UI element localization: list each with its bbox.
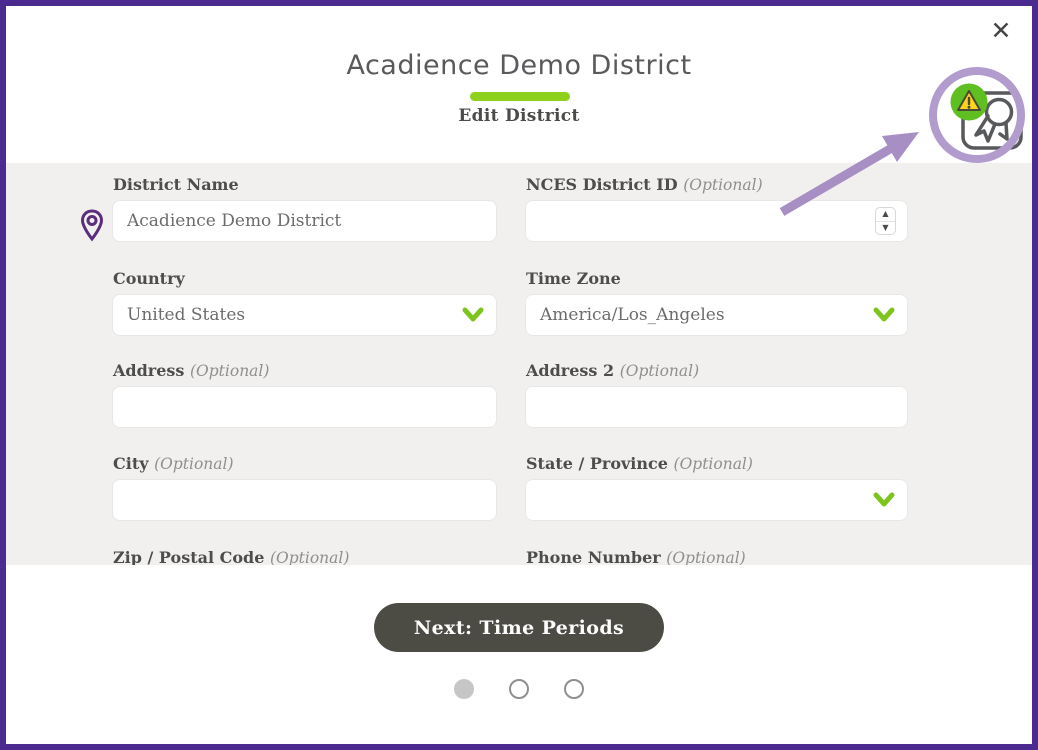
next-time-periods-button[interactable]: Next: Time Periods [374,603,664,652]
address-input[interactable] [113,387,496,427]
title-underline [470,92,570,101]
field-label: State / Province (Optional) [526,454,753,473]
modal-header: ✕ Acadience Demo District Edit District [6,6,1032,163]
select-value: United States [127,305,246,325]
step-pagination [6,678,1032,699]
field-label: District Name [113,175,239,194]
edit-district-form: District Name NCES District ID (Optional… [6,163,1032,565]
field-label: Address 2 (Optional) [526,361,700,380]
pagination-dot-3[interactable] [564,678,585,699]
field-district-name: District Name [113,175,496,241]
field-country: Country United States [113,269,496,335]
chevron-down-icon [873,305,895,325]
field-label: Address (Optional) [113,361,270,380]
select-value: America/Los_Angeles [540,305,725,325]
district-name-input[interactable] [113,201,496,241]
certificate-award-icon[interactable] [950,83,1024,153]
address2-input[interactable] [526,387,907,427]
modal-subtitle: Edit District [458,106,580,126]
pagination-dot-2[interactable] [509,678,529,699]
stepper-down-icon[interactable]: ▼ [882,222,889,232]
field-address2: Address 2 (Optional) [526,361,907,427]
field-label: Phone Number (Optional) [526,548,746,565]
field-label: Zip / Postal Code (Optional) [113,548,350,565]
modal-footer: Next: Time Periods [6,565,1032,744]
nces-district-id-input[interactable] [526,201,907,241]
close-icon[interactable]: ✕ [990,16,1012,45]
time-zone-select[interactable]: America/Los_Angeles [526,295,907,335]
field-address: Address (Optional) [113,361,496,427]
warning-triangle-badge [950,83,988,121]
field-label: City (Optional) [113,454,234,473]
city-input[interactable] [113,480,496,520]
field-label: NCES District ID (Optional) [526,175,763,194]
state-province-select[interactable] [526,480,907,520]
location-pin-icon [80,209,104,242]
chevron-down-icon [873,490,895,510]
field-state-province: State / Province (Optional) [526,454,907,520]
chevron-down-icon [462,305,484,325]
field-time-zone: Time Zone America/Los_Angeles [526,269,907,335]
page-title: Acadience Demo District [346,50,692,81]
field-nces-district-id: NCES District ID (Optional) ▲ ▼ [526,175,907,241]
number-stepper[interactable]: ▲ ▼ [875,207,896,235]
pagination-dot-1[interactable] [453,678,474,699]
stepper-up-icon[interactable]: ▲ [876,208,895,222]
field-zip: Zip / Postal Code (Optional) [113,548,496,565]
field-city: City (Optional) [113,454,496,520]
field-phone: Phone Number (Optional) [526,548,907,565]
field-label: Time Zone [526,269,621,288]
field-label: Country [113,269,185,288]
country-select[interactable]: United States [113,295,496,335]
